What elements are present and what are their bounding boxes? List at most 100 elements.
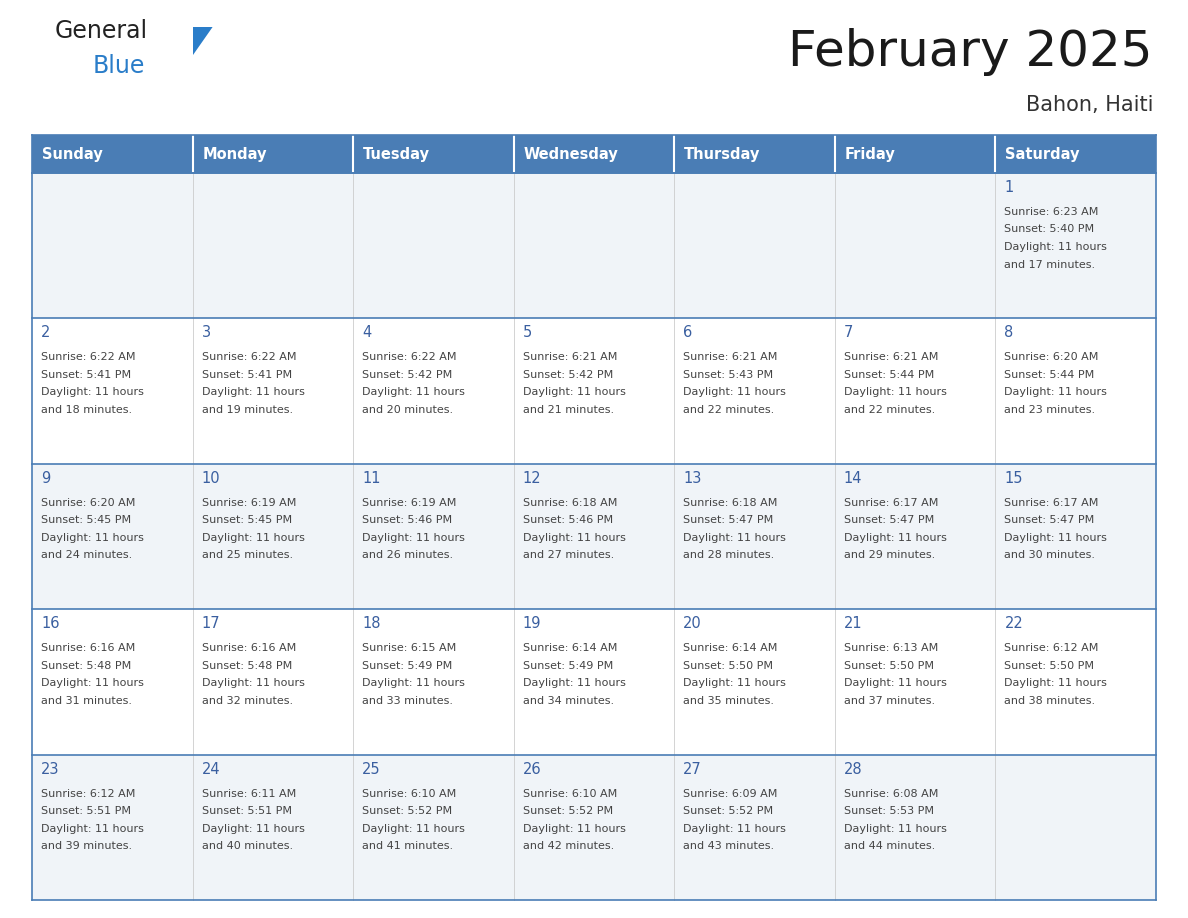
Bar — [32, 755, 1156, 900]
Text: 20: 20 — [683, 616, 702, 632]
Text: Daylight: 11 hours: Daylight: 11 hours — [202, 823, 304, 834]
Text: Blue: Blue — [93, 54, 145, 78]
Text: Sunrise: 6:22 AM: Sunrise: 6:22 AM — [202, 353, 296, 363]
Text: 23: 23 — [42, 762, 59, 777]
Text: Sunrise: 6:20 AM: Sunrise: 6:20 AM — [1004, 353, 1099, 363]
Text: General: General — [55, 19, 148, 43]
Text: Daylight: 11 hours: Daylight: 11 hours — [683, 387, 786, 397]
Text: Sunset: 5:52 PM: Sunset: 5:52 PM — [523, 806, 613, 816]
Bar — [32, 610, 1156, 755]
Bar — [835, 135, 996, 173]
Text: Sunrise: 6:16 AM: Sunrise: 6:16 AM — [202, 644, 296, 654]
Text: Sunrise: 6:12 AM: Sunrise: 6:12 AM — [1004, 644, 1099, 654]
Text: Daylight: 11 hours: Daylight: 11 hours — [1004, 532, 1107, 543]
Text: Sunset: 5:41 PM: Sunset: 5:41 PM — [202, 370, 292, 380]
Text: and 20 minutes.: and 20 minutes. — [362, 405, 454, 415]
Text: 4: 4 — [362, 325, 372, 341]
Text: Daylight: 11 hours: Daylight: 11 hours — [362, 823, 465, 834]
Text: Sunrise: 6:17 AM: Sunrise: 6:17 AM — [843, 498, 939, 508]
Bar — [996, 135, 1156, 173]
Text: Daylight: 11 hours: Daylight: 11 hours — [362, 387, 465, 397]
Text: Sunrise: 6:15 AM: Sunrise: 6:15 AM — [362, 644, 456, 654]
Text: Sunset: 5:53 PM: Sunset: 5:53 PM — [843, 806, 934, 816]
Text: Sunrise: 6:21 AM: Sunrise: 6:21 AM — [843, 353, 939, 363]
Text: and 37 minutes.: and 37 minutes. — [843, 696, 935, 706]
Text: 10: 10 — [202, 471, 220, 486]
Text: 3: 3 — [202, 325, 210, 341]
Text: Sunset: 5:47 PM: Sunset: 5:47 PM — [843, 515, 934, 525]
Text: February 2025: February 2025 — [789, 28, 1154, 76]
Text: Friday: Friday — [845, 147, 896, 162]
Text: and 27 minutes.: and 27 minutes. — [523, 550, 614, 560]
Bar — [353, 135, 513, 173]
Text: Daylight: 11 hours: Daylight: 11 hours — [523, 532, 626, 543]
Text: Sunset: 5:50 PM: Sunset: 5:50 PM — [1004, 661, 1094, 671]
Text: Sunset: 5:46 PM: Sunset: 5:46 PM — [362, 515, 453, 525]
Text: Tuesday: Tuesday — [364, 147, 430, 162]
Text: Sunset: 5:51 PM: Sunset: 5:51 PM — [202, 806, 291, 816]
Text: Sunset: 5:50 PM: Sunset: 5:50 PM — [843, 661, 934, 671]
Text: Sunrise: 6:10 AM: Sunrise: 6:10 AM — [362, 789, 456, 799]
Text: 14: 14 — [843, 471, 862, 486]
Text: Sunrise: 6:13 AM: Sunrise: 6:13 AM — [843, 644, 939, 654]
Text: Sunset: 5:47 PM: Sunset: 5:47 PM — [1004, 515, 1094, 525]
Text: and 31 minutes.: and 31 minutes. — [42, 696, 132, 706]
Text: 7: 7 — [843, 325, 853, 341]
Text: Sunset: 5:44 PM: Sunset: 5:44 PM — [843, 370, 934, 380]
Text: 1: 1 — [1004, 180, 1013, 195]
Bar — [32, 173, 1156, 319]
Text: Daylight: 11 hours: Daylight: 11 hours — [683, 532, 786, 543]
Text: Daylight: 11 hours: Daylight: 11 hours — [683, 678, 786, 688]
Polygon shape — [192, 27, 213, 55]
Text: Daylight: 11 hours: Daylight: 11 hours — [843, 678, 947, 688]
Text: 26: 26 — [523, 762, 542, 777]
Text: 22: 22 — [1004, 616, 1023, 632]
Text: Sunrise: 6:11 AM: Sunrise: 6:11 AM — [202, 789, 296, 799]
Text: Sunrise: 6:22 AM: Sunrise: 6:22 AM — [362, 353, 456, 363]
Text: Daylight: 11 hours: Daylight: 11 hours — [1004, 678, 1107, 688]
Text: Sunset: 5:47 PM: Sunset: 5:47 PM — [683, 515, 773, 525]
Text: and 43 minutes.: and 43 minutes. — [683, 841, 775, 851]
Text: 17: 17 — [202, 616, 220, 632]
Text: Sunrise: 6:14 AM: Sunrise: 6:14 AM — [523, 644, 617, 654]
Text: and 28 minutes.: and 28 minutes. — [683, 550, 775, 560]
Text: Daylight: 11 hours: Daylight: 11 hours — [362, 532, 465, 543]
Text: 5: 5 — [523, 325, 532, 341]
Text: 28: 28 — [843, 762, 862, 777]
Text: and 26 minutes.: and 26 minutes. — [362, 550, 454, 560]
Text: and 35 minutes.: and 35 minutes. — [683, 696, 775, 706]
Text: Sunset: 5:44 PM: Sunset: 5:44 PM — [1004, 370, 1094, 380]
Text: 13: 13 — [683, 471, 702, 486]
Text: 24: 24 — [202, 762, 220, 777]
Bar — [192, 135, 353, 173]
Text: Sunset: 5:51 PM: Sunset: 5:51 PM — [42, 806, 131, 816]
Text: 8: 8 — [1004, 325, 1013, 341]
Text: Sunset: 5:48 PM: Sunset: 5:48 PM — [202, 661, 292, 671]
Text: Daylight: 11 hours: Daylight: 11 hours — [202, 532, 304, 543]
Text: Sunset: 5:52 PM: Sunset: 5:52 PM — [362, 806, 453, 816]
Text: and 29 minutes.: and 29 minutes. — [843, 550, 935, 560]
Text: Sunset: 5:50 PM: Sunset: 5:50 PM — [683, 661, 773, 671]
Text: and 34 minutes.: and 34 minutes. — [523, 696, 614, 706]
Text: Sunset: 5:43 PM: Sunset: 5:43 PM — [683, 370, 773, 380]
Text: Sunset: 5:46 PM: Sunset: 5:46 PM — [523, 515, 613, 525]
Text: Sunrise: 6:21 AM: Sunrise: 6:21 AM — [683, 353, 778, 363]
Text: Daylight: 11 hours: Daylight: 11 hours — [1004, 242, 1107, 252]
Text: 15: 15 — [1004, 471, 1023, 486]
Text: Sunset: 5:52 PM: Sunset: 5:52 PM — [683, 806, 773, 816]
Text: and 39 minutes.: and 39 minutes. — [42, 841, 132, 851]
Text: and 38 minutes.: and 38 minutes. — [1004, 696, 1095, 706]
Text: and 40 minutes.: and 40 minutes. — [202, 841, 292, 851]
Text: Sunset: 5:42 PM: Sunset: 5:42 PM — [362, 370, 453, 380]
Text: Sunrise: 6:22 AM: Sunrise: 6:22 AM — [42, 353, 135, 363]
Text: 11: 11 — [362, 471, 380, 486]
Text: Monday: Monday — [203, 147, 267, 162]
Text: Sunset: 5:45 PM: Sunset: 5:45 PM — [202, 515, 292, 525]
Text: Sunrise: 6:18 AM: Sunrise: 6:18 AM — [683, 498, 778, 508]
Text: Sunset: 5:40 PM: Sunset: 5:40 PM — [1004, 225, 1094, 234]
Text: Sunrise: 6:17 AM: Sunrise: 6:17 AM — [1004, 498, 1099, 508]
Text: 6: 6 — [683, 325, 693, 341]
Text: Daylight: 11 hours: Daylight: 11 hours — [42, 678, 144, 688]
Text: Daylight: 11 hours: Daylight: 11 hours — [843, 387, 947, 397]
Text: and 21 minutes.: and 21 minutes. — [523, 405, 614, 415]
